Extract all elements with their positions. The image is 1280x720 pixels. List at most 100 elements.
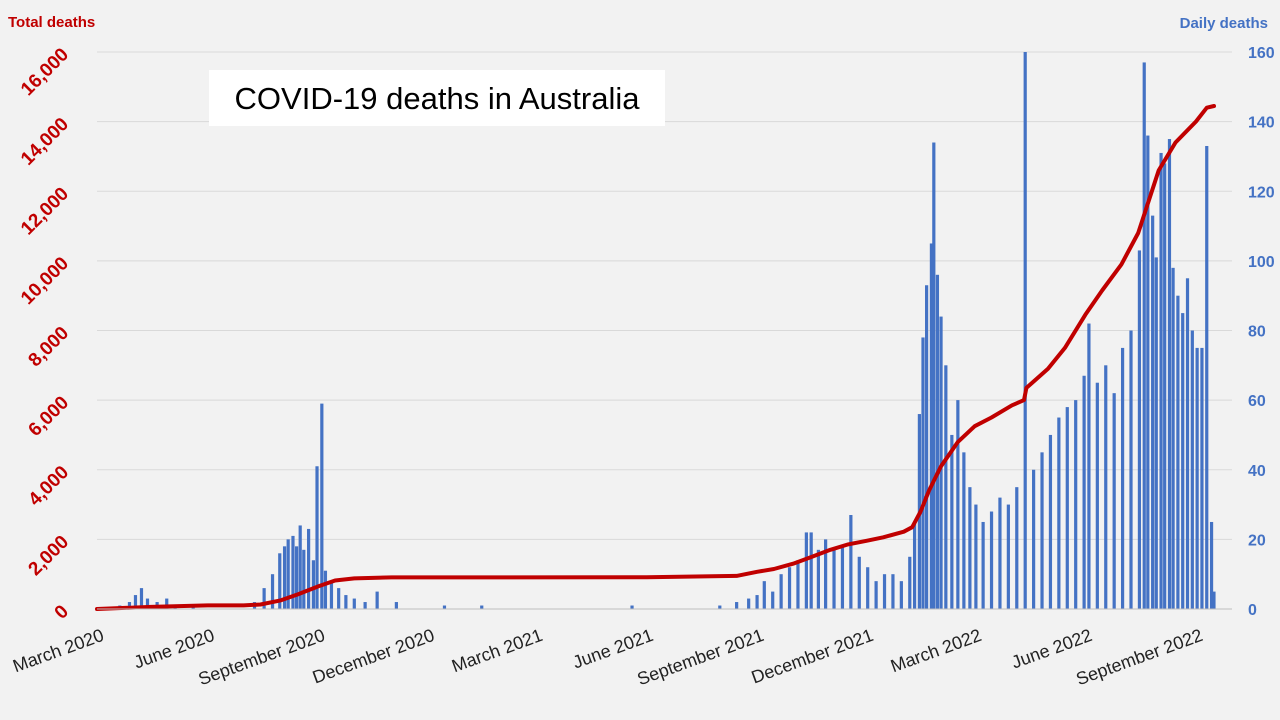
daily-deaths-bar: [1048, 434, 1053, 609]
daily-deaths-bar: [442, 605, 447, 609]
right-tick-label: 60: [1248, 393, 1266, 410]
daily-deaths-bar: [755, 595, 759, 609]
right-tick-label: 20: [1248, 532, 1266, 549]
daily-deaths-bar: [480, 605, 484, 609]
right-axis-title: Daily deaths: [1180, 15, 1268, 32]
daily-deaths-bar: [1185, 278, 1190, 609]
daily-deaths-bar: [832, 549, 836, 609]
daily-deaths-bar: [998, 497, 1002, 609]
daily-deaths-bar: [771, 591, 775, 609]
daily-deaths-bar: [1163, 163, 1167, 609]
daily-deaths-bar: [962, 452, 966, 609]
daily-deaths-bar: [1200, 347, 1204, 609]
daily-deaths-bar: [315, 466, 319, 609]
daily-deaths-bar: [908, 556, 912, 609]
daily-deaths-bar: [891, 574, 895, 609]
daily-deaths-bar: [1195, 347, 1199, 609]
daily-deaths-bar: [944, 365, 948, 609]
daily-deaths-bar: [1095, 382, 1099, 609]
daily-deaths-bar: [840, 546, 845, 609]
daily-deaths-bar: [899, 581, 903, 609]
daily-deaths-bar: [932, 142, 936, 609]
right-axis-ticks: 0 20 40 60 80 100 120 140 160: [1248, 45, 1275, 619]
daily-deaths-bar: [1181, 313, 1185, 609]
daily-deaths-bar: [145, 598, 150, 609]
daily-deaths-bar: [950, 434, 954, 609]
daily-deaths-bar: [302, 549, 306, 609]
daily-deaths-bar: [1154, 257, 1158, 609]
total-deaths-line-layer: [95, 104, 1216, 611]
daily-deaths-bar: [311, 560, 316, 609]
daily-deaths-bar: [1209, 521, 1214, 609]
gridlines: [97, 51, 1232, 540]
daily-deaths-bar: [352, 598, 356, 609]
daily-deaths-bar: [796, 560, 800, 609]
daily-deaths-bar: [824, 539, 828, 609]
daily-deaths-bar: [1120, 347, 1125, 609]
daily-deaths-bar: [1112, 393, 1116, 609]
chart-title-box: [209, 70, 665, 126]
daily-deaths-bar: [291, 535, 295, 609]
right-tick-label: 100: [1248, 254, 1275, 271]
daily-deaths-bar: [278, 553, 282, 609]
daily-deaths-bar: [1146, 135, 1150, 610]
daily-deaths-bar: [1167, 139, 1172, 609]
daily-deaths-bar: [329, 581, 334, 609]
daily-deaths-bar: [857, 556, 861, 609]
daily-deaths-bar: [1065, 407, 1069, 609]
daily-deaths-bar: [1159, 152, 1163, 610]
daily-deaths-bar: [1176, 295, 1180, 609]
daily-deaths-bar: [1137, 250, 1142, 609]
daily-deaths-bar: [1032, 469, 1036, 609]
daily-deaths-bar: [956, 400, 960, 609]
right-tick-label: 80: [1248, 324, 1266, 341]
daily-deaths-bar: [935, 274, 940, 609]
daily-deaths-bar: [307, 528, 311, 609]
daily-deaths-bar: [989, 511, 994, 609]
daily-deaths-bar: [849, 515, 853, 609]
daily-deaths-bar: [1040, 452, 1044, 609]
daily-deaths-bar: [921, 337, 925, 609]
right-tick-label: 120: [1248, 184, 1275, 201]
right-tick-label: 140: [1248, 115, 1275, 132]
left-axis-title: Total deaths: [8, 14, 95, 31]
daily-deaths-bar: [630, 605, 634, 609]
daily-deaths-bar: [882, 574, 887, 609]
daily-deaths-bar: [968, 487, 972, 609]
daily-deaths-bar: [394, 602, 398, 609]
daily-deaths-bar: [1023, 52, 1027, 609]
daily-deaths-bar: [286, 539, 290, 609]
daily-deaths-bar: [1205, 145, 1209, 609]
daily-deaths-bar: [344, 595, 348, 609]
daily-deaths-bar: [1212, 591, 1216, 609]
daily-deaths-bar: [981, 521, 985, 609]
daily-deaths-bar: [262, 588, 266, 609]
daily-deaths-bar: [912, 521, 917, 609]
daily-deaths-bar: [1015, 487, 1019, 609]
daily-deaths-bar: [133, 595, 138, 609]
daily-deaths-bar: [282, 546, 287, 609]
daily-deaths-bar: [298, 525, 302, 609]
daily-deaths-bar: [363, 602, 367, 609]
total-deaths-line: [95, 104, 1216, 611]
daily-deaths-bar: [323, 570, 328, 609]
daily-deaths-bar: [1082, 375, 1086, 609]
daily-deaths-bar: [787, 567, 792, 609]
daily-deaths-bar: [294, 546, 299, 609]
daily-deaths-bar: [1171, 267, 1175, 609]
daily-deaths-bar: [1142, 62, 1146, 610]
daily-deaths-bar: [1006, 504, 1010, 609]
daily-deaths-bar: [874, 581, 878, 609]
right-tick-label: 160: [1248, 45, 1275, 62]
daily-deaths-bar: [375, 591, 379, 609]
daily-deaths-bar: [139, 588, 144, 609]
daily-deaths-bar: [929, 243, 934, 609]
daily-deaths-bar: [866, 567, 870, 609]
daily-deaths-bar: [747, 598, 751, 609]
daily-deaths-bar: [816, 549, 820, 609]
daily-deaths-bar: [270, 574, 275, 609]
daily-deaths-bar: [127, 602, 132, 609]
daily-deaths-bar: [804, 532, 808, 609]
